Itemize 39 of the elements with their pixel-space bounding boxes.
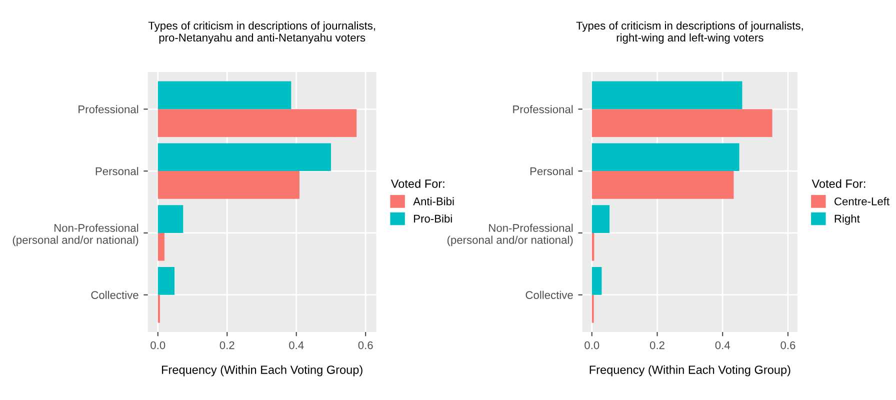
x-axis-title: Frequency (Within Each Voting Group) <box>590 365 790 376</box>
x-tick-label: 0.4 <box>715 341 730 350</box>
x-tick-label: 0.6 <box>780 341 796 350</box>
y-tick-label: Personal <box>96 167 138 176</box>
y-tick-label: Professional <box>78 105 138 114</box>
x-tick-label: 0.0 <box>584 341 600 350</box>
bar <box>158 143 331 172</box>
legend-label: Right <box>834 214 860 225</box>
x-tick-label: 0.0 <box>150 341 166 350</box>
y-tick-label: Non-Professional (personal and/or national) <box>12 224 138 246</box>
x-axis-title: Frequency (Within Each Voting Group) <box>162 365 362 376</box>
y-tick-label: Personal <box>530 167 573 176</box>
legend-title: Voted For: <box>390 179 444 188</box>
bar <box>592 109 772 137</box>
x-tick-label: 0.2 <box>220 341 234 350</box>
x-tick-label: 0.4 <box>289 341 304 350</box>
y-tick-label: Non-Professional (personal and/or national) <box>447 224 573 246</box>
bar <box>158 205 184 233</box>
bar <box>592 81 742 110</box>
y-tick-label: Collective <box>91 290 138 299</box>
bar <box>592 171 734 199</box>
legend-title: Voted For: <box>812 179 866 188</box>
bar <box>158 171 300 199</box>
legend-label: Anti-Bibi <box>413 197 454 206</box>
bar <box>158 109 357 137</box>
chart-title: Types of criticism in descriptions of journalists, pro-Netanyahu and anti-Netanyahu voters <box>148 21 376 44</box>
bar <box>158 232 164 261</box>
y-tick-label: Professional <box>513 105 573 114</box>
legend-label: Centre-Left <box>834 197 890 206</box>
x-tick-label: 0.2 <box>650 341 664 350</box>
y-tick-label: Collective <box>526 290 573 299</box>
bar <box>158 267 174 295</box>
x-tick-label: 0.6 <box>358 341 373 350</box>
bar <box>592 267 602 295</box>
bar <box>158 81 292 110</box>
bar <box>592 205 610 233</box>
legend-label: Pro-Bibi <box>414 214 452 223</box>
bar <box>592 143 740 172</box>
chart-title: Types of criticism in descriptions of journalists, right-wing and left-wing voters <box>576 21 803 44</box>
